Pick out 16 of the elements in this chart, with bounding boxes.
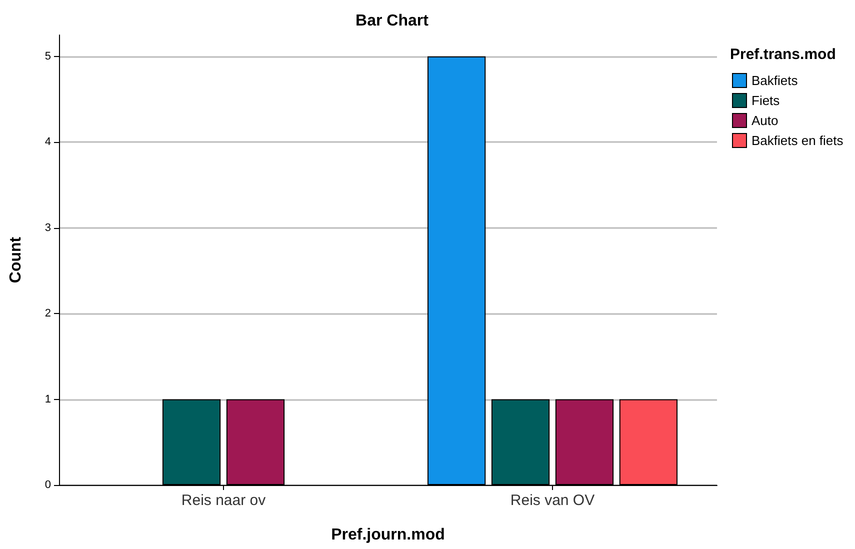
chart-title: Bar Chart xyxy=(356,12,430,30)
y-tick-label: 4 xyxy=(44,136,51,148)
legend-label: Bakfiets xyxy=(752,73,798,88)
y-tick-label: 3 xyxy=(44,222,51,234)
y-axis-title: Count xyxy=(8,236,24,284)
legend-label: Fiets xyxy=(752,93,780,108)
x-tick-label: Reis van OV xyxy=(510,492,595,509)
y-tick-label: 5 xyxy=(44,50,51,62)
legend-title: Pref.trans.mod xyxy=(730,46,836,63)
legend-label: Auto xyxy=(752,113,778,128)
y-tick-label: 0 xyxy=(44,479,51,491)
legend-label: Bakfiets en fiets xyxy=(752,133,844,148)
y-tick-label: 1 xyxy=(44,393,51,406)
x-axis-title: Pref.journ.mod xyxy=(331,526,445,544)
x-tick-label: Reis naar ov xyxy=(181,492,266,509)
y-tick-label: 2 xyxy=(44,308,51,320)
